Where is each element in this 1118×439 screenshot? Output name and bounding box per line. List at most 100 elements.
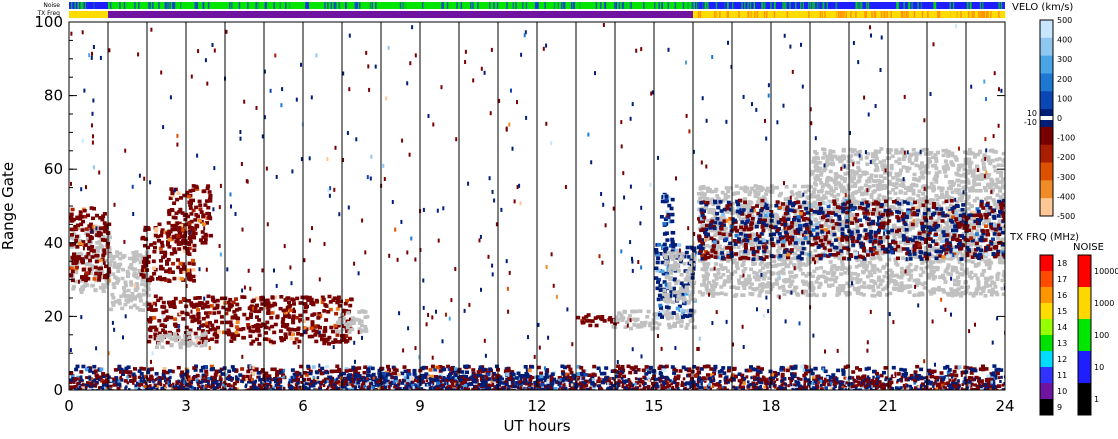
range-cell bbox=[231, 300, 236, 305]
range-cell bbox=[234, 325, 239, 329]
range-cell bbox=[112, 261, 117, 265]
range-cell bbox=[989, 242, 994, 246]
range-cell bbox=[191, 341, 196, 346]
range-cell bbox=[845, 218, 850, 223]
range-cell bbox=[706, 262, 711, 266]
range-cell bbox=[974, 232, 979, 236]
noise-strip-speck bbox=[917, 2, 919, 9]
range-cell bbox=[143, 270, 148, 275]
range-cell bbox=[823, 223, 828, 227]
range-cell bbox=[829, 186, 834, 190]
range-cell bbox=[722, 223, 726, 227]
range-cell bbox=[855, 227, 860, 232]
range-cell bbox=[69, 215, 74, 220]
range-cell bbox=[683, 309, 688, 313]
range-cell bbox=[814, 293, 819, 298]
range-cell bbox=[667, 203, 672, 208]
range-cell bbox=[700, 253, 705, 257]
freq-strip-speck bbox=[983, 11, 986, 18]
range-cell bbox=[320, 300, 325, 305]
range-cell bbox=[688, 280, 693, 284]
range-cell bbox=[905, 272, 910, 276]
noise-strip-speck bbox=[408, 2, 410, 9]
range-cell bbox=[793, 252, 798, 256]
range-cell bbox=[949, 250, 954, 254]
noise-strip-speck bbox=[173, 2, 176, 9]
range-cell bbox=[746, 248, 751, 253]
noise-strip-speck bbox=[375, 2, 377, 9]
range-cell bbox=[70, 207, 75, 212]
range-cell bbox=[723, 292, 728, 297]
range-cell bbox=[896, 244, 901, 249]
freq-strip-speck bbox=[907, 11, 909, 18]
range-cell bbox=[205, 221, 209, 225]
range-cell bbox=[933, 275, 938, 279]
range-cell bbox=[178, 261, 183, 266]
range-cell bbox=[259, 298, 264, 302]
range-cell bbox=[112, 264, 117, 269]
range-cell bbox=[909, 269, 914, 273]
range-cell bbox=[104, 259, 109, 263]
range-cell bbox=[861, 293, 866, 297]
region-negative bbox=[166, 184, 213, 246]
noise-strip-speck bbox=[889, 2, 891, 9]
range-cell bbox=[248, 329, 253, 333]
range-cell bbox=[94, 253, 99, 258]
range-cell bbox=[797, 190, 802, 195]
range-cell bbox=[140, 257, 145, 261]
range-cell bbox=[998, 226, 1003, 231]
range-cell bbox=[927, 185, 932, 190]
range-cell bbox=[862, 204, 867, 208]
range-cell bbox=[342, 316, 346, 321]
range-cell bbox=[658, 303, 663, 308]
range-cell bbox=[643, 320, 648, 325]
range-cell bbox=[236, 333, 241, 337]
range-cell bbox=[84, 227, 89, 231]
range-cell bbox=[909, 273, 914, 278]
range-cell bbox=[917, 189, 922, 193]
range-cell bbox=[318, 333, 323, 338]
range-cell bbox=[959, 294, 963, 298]
range-cell bbox=[896, 197, 901, 201]
range-cell bbox=[775, 215, 780, 220]
range-cell bbox=[675, 306, 680, 311]
noise-strip-speck bbox=[328, 2, 331, 9]
noise-strip-speck bbox=[526, 2, 529, 9]
range-cell bbox=[184, 311, 189, 316]
freq-strip-speck bbox=[747, 11, 750, 18]
range-cell bbox=[80, 260, 85, 265]
range-cell bbox=[129, 283, 134, 287]
range-cell bbox=[755, 257, 759, 261]
range-cell bbox=[679, 259, 683, 264]
range-cell bbox=[144, 263, 149, 267]
range-cell bbox=[357, 318, 361, 322]
range-cell bbox=[79, 222, 84, 227]
range-cell bbox=[172, 337, 177, 342]
noise-strip-speck bbox=[229, 2, 231, 9]
freq-strip-speck bbox=[768, 11, 770, 18]
range-cell bbox=[92, 251, 97, 256]
range-cell bbox=[893, 282, 898, 286]
noise-strip-speck bbox=[305, 2, 307, 9]
range-cell bbox=[246, 323, 251, 327]
range-cell bbox=[677, 289, 682, 294]
noise-strip-speck bbox=[867, 2, 870, 9]
range-cell bbox=[806, 282, 811, 286]
range-cell bbox=[619, 313, 624, 318]
range-cell bbox=[792, 288, 797, 292]
range-cell bbox=[923, 251, 928, 256]
range-cell bbox=[146, 278, 150, 282]
freq-strip-speck bbox=[945, 11, 947, 18]
range-cell bbox=[779, 191, 783, 196]
range-cell bbox=[790, 235, 795, 240]
range-cell bbox=[743, 256, 748, 260]
noise-strip-speck bbox=[150, 2, 153, 9]
range-cell bbox=[205, 314, 210, 319]
range-cell bbox=[299, 333, 304, 337]
range-cell bbox=[824, 220, 829, 225]
range-cell bbox=[336, 295, 341, 300]
noise-strip-speck bbox=[415, 2, 418, 9]
noise-strip-speck bbox=[159, 2, 162, 9]
range-cell bbox=[804, 206, 809, 211]
